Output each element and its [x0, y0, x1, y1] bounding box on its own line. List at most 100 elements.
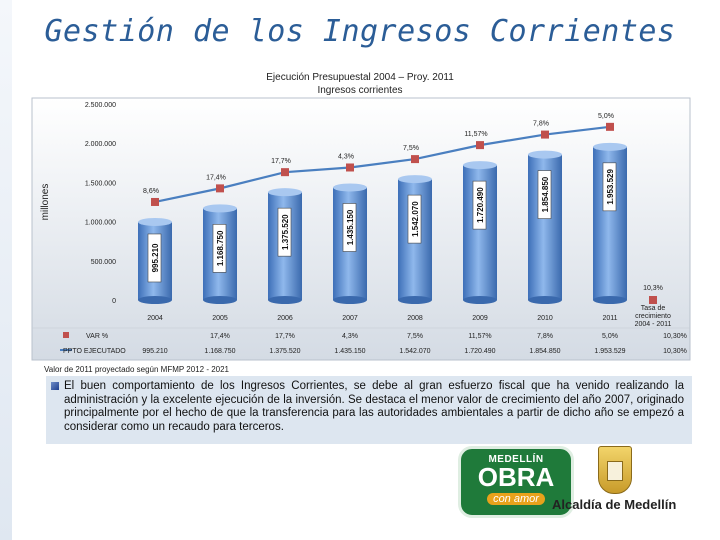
table-var-cell: 17,4%	[210, 333, 230, 340]
table-var-cell: 10,30%	[663, 333, 687, 340]
bar-value-label: 1.854.850	[541, 176, 550, 212]
chart-title-line2: Ingresos corrientes	[317, 85, 403, 96]
var-marker	[476, 141, 484, 150]
bar-value-label: 1.168.750	[216, 230, 225, 266]
table-var-cell: 5,0%	[602, 333, 618, 340]
bar-base	[528, 296, 562, 304]
var-label: 5,0%	[598, 113, 614, 120]
coat-of-arms-icon	[598, 446, 632, 494]
y-axis-label: millones	[40, 184, 51, 221]
tower-icon	[607, 461, 623, 481]
bar-value-box	[472, 180, 487, 230]
var-label: 11,57%	[464, 131, 487, 138]
var-line	[154, 125, 611, 204]
legend-ppto: PPTO EJECUTADO	[63, 348, 126, 355]
table-ppto-cell: 1.435.150	[334, 348, 365, 355]
var-label: 8,6%	[143, 188, 159, 195]
bar-top	[203, 204, 237, 213]
var-marker	[216, 184, 224, 193]
table-var-cell: 4,3%	[342, 333, 358, 340]
bar-value-box	[602, 162, 617, 212]
footnote: Valor de 2011 proyectado según MFMP 2012…	[44, 365, 230, 374]
bar-base	[333, 296, 367, 304]
bar-value-group: 995.210	[147, 233, 162, 283]
var-marker	[346, 163, 354, 172]
x-tick-label: 2005	[212, 315, 228, 322]
legend-var-swatch	[63, 332, 69, 338]
growth-rate-marker	[649, 296, 657, 304]
var-marker	[541, 130, 549, 139]
table-ppto-cell: 1.168.750	[204, 348, 235, 355]
page-title: Gestión de los Ingresos Corrientes	[44, 14, 676, 49]
bar-value-label: 1.953.529	[606, 168, 615, 204]
explanation-text: El buen comportamiento de los Ingresos C…	[64, 380, 684, 433]
bar-top	[268, 188, 302, 197]
bar-value-group: 1.168.750	[212, 224, 227, 273]
var-label: 7,5%	[403, 145, 419, 152]
bar-top	[463, 161, 497, 170]
bar-value-label: 1.435.150	[346, 209, 355, 245]
table-ppto-cell: 1.375.520	[269, 348, 300, 355]
bar-value-box	[537, 170, 552, 219]
table-ppto-cell: 1.854.850	[529, 348, 560, 355]
entity-name: Alcaldía de Medellín	[552, 497, 677, 512]
table-ppto-cell: 1.542.070	[399, 348, 430, 355]
x-tick-label: 2007	[342, 315, 358, 322]
table-var-cell: 17,7%	[275, 333, 295, 340]
medellin-obra-logo: MEDELLÍN OBRA con amor	[458, 446, 574, 518]
bar-top	[333, 183, 367, 192]
bar-value-group: 1.854.850	[537, 170, 552, 219]
bar-value-group: 1.720.490	[472, 180, 487, 230]
table-var-cell: 11,57%	[468, 333, 491, 340]
legend-var: VAR %	[86, 333, 108, 340]
growth-caption-2: crecimiento	[635, 313, 671, 320]
bar-value-box	[147, 233, 162, 283]
bar-value-box	[342, 203, 357, 252]
table-var-cell: 7,8%	[537, 333, 553, 340]
x-tick-label: 2008	[407, 315, 423, 322]
chart-title: Ejecución Presupuestal 2004 – Proy. 2011…	[0, 71, 720, 97]
growth-rate-label: 10,3%	[643, 285, 663, 292]
bar-value-group: 1.542.070	[407, 194, 422, 244]
explanation-box: El buen comportamiento de los Ingresos C…	[46, 376, 692, 444]
bar-top	[528, 150, 562, 159]
bar-base	[138, 296, 172, 304]
bar-value-group: 1.435.150	[342, 203, 357, 252]
var-label: 4,3%	[338, 153, 354, 160]
table-ppto-cell: 995.210	[142, 348, 167, 355]
y-tick-label: 0	[112, 298, 116, 305]
bar-base	[398, 296, 432, 304]
bar-value-label: 1.720.490	[476, 187, 485, 223]
table-ppto-cell: 10,30%	[663, 348, 687, 355]
bar-base	[593, 296, 627, 304]
x-tick-label: 2011	[602, 315, 617, 322]
y-tick-label: 2.000.000	[85, 141, 116, 148]
bar-value-box	[407, 194, 422, 244]
x-tick-label: 2004	[147, 315, 163, 322]
y-tick-label: 500.000	[91, 259, 116, 266]
y-tick-label: 1.000.000	[85, 220, 116, 227]
bar-value-box	[212, 224, 227, 273]
bar-value-group: 1.375.520	[277, 207, 292, 257]
bar-top	[593, 142, 627, 151]
bar-value-label: 1.542.070	[411, 201, 420, 237]
bar-value-label: 1.375.520	[281, 214, 290, 250]
bar-base	[268, 296, 302, 304]
logo-line2: OBRA	[477, 462, 555, 492]
table-var-cell: 7,5%	[407, 333, 423, 340]
var-marker	[606, 122, 614, 131]
table-ppto-cell: 1.953.529	[594, 348, 625, 355]
bar-base	[463, 296, 497, 304]
x-tick-label: 2010	[537, 315, 553, 322]
logo-line1: MEDELLÍN	[488, 454, 544, 465]
bar-value-box	[277, 207, 292, 257]
y-tick-label: 2.500.000	[85, 102, 116, 109]
var-label: 17,7%	[271, 158, 291, 165]
var-label: 17,4%	[206, 174, 226, 181]
bar-value-label: 995.210	[151, 243, 160, 272]
table-ppto-cell: 1.720.490	[464, 348, 495, 355]
x-tick-label: 2006	[277, 315, 293, 322]
bar-top	[138, 217, 172, 226]
